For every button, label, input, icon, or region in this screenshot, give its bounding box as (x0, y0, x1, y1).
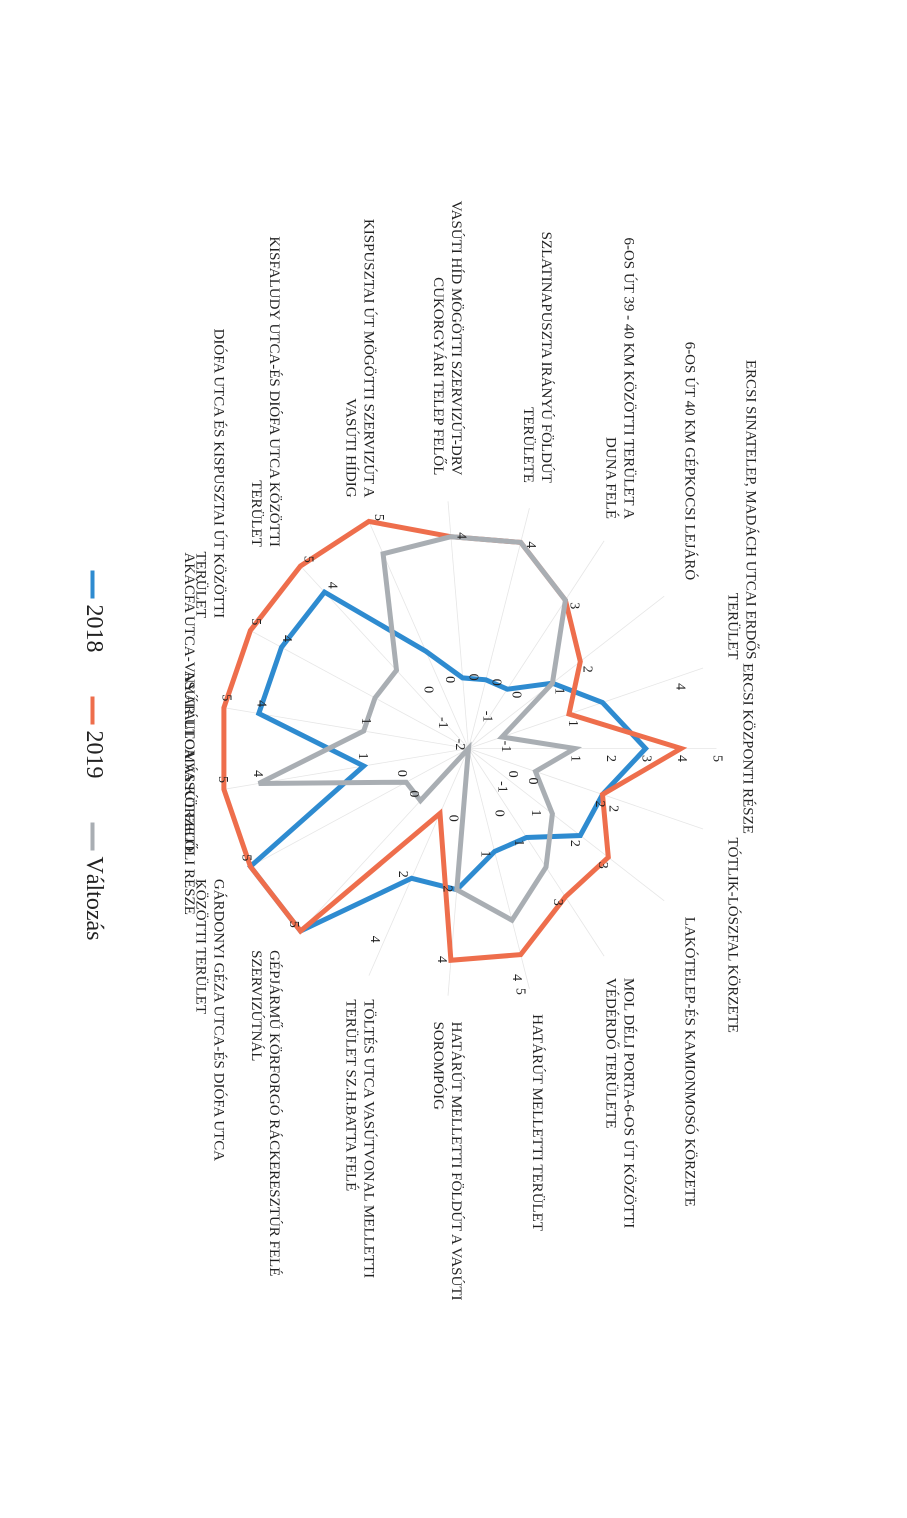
value-label-3-4: 1 (528, 810, 543, 817)
value-label-10-2: 4 (250, 770, 265, 777)
value-label-17-2: 0 (508, 691, 523, 698)
category-label-12: DIÓFA UTCA ÉS KISPUSZTAI ÚT KÖZÖTTITERÜL… (192, 329, 227, 619)
category-label-19: ERCSI SINATELEP, MADÁCH UTCAI ERDŐSTERÜL… (724, 360, 759, 660)
axis-spoke-17 (468, 540, 605, 749)
value-label-10-1: 5 (215, 776, 230, 783)
category-label-14: KISPUSZTAI ÚT MÖGÖTTI SZERVIZÚT AVASÚTI … (342, 219, 377, 498)
value-label-13-2: 4 (325, 582, 340, 589)
category-label-3: LAKÓTELEP-ÉS KAMIONMOSÓ KÖRZETE (681, 917, 698, 1207)
value-label-15-2: 0 (465, 674, 480, 681)
category-label-15: VASÚTI HÍD MÖGÖTTI SZERVIZÚT-DRVCUKORGYÁ… (429, 201, 464, 476)
value-label-6-2: 2 (440, 885, 455, 892)
value-label-9-1: 5 (238, 854, 253, 861)
value-label-7-3: -2 (452, 739, 467, 751)
category-label-4: MOL DÉLI PORTA-6-OS ÚT KÖZÖTTIVÉDÉRDŐ TE… (602, 978, 637, 1228)
value-label-19-1: 4 (672, 683, 687, 690)
axis-spoke-12 (250, 630, 469, 749)
value-label-14-2: 0 (442, 676, 457, 683)
value-label-3-1: 2 (567, 840, 582, 847)
value-label-9-2: 0 (394, 770, 409, 777)
category-label-6: HATÁRÚT MELLETTI FÖLDÚT A VASÚTISOROMPÓI… (429, 1022, 464, 1301)
value-label-4-2: 1 (511, 839, 526, 846)
value-label-5-2: 4 (509, 974, 524, 981)
value-label-1-2: 4 (674, 755, 689, 762)
value-label-12-2: 4 (279, 635, 294, 642)
value-label-1-3: 5 (709, 755, 724, 762)
value-label-12-3: -1 (435, 717, 450, 729)
category-label-17: 6-OS ÚT 39 - 40 KM KÖZÖTTI TERÜLET ADUNA… (602, 237, 637, 519)
value-label-19-2: 1 (565, 720, 580, 727)
value-label-16-3: -1 (480, 711, 495, 723)
value-label-4-3: 0 (492, 810, 507, 817)
category-label-11: AKÁCFA UTCA-VASÚTÁLLOMÁS KÖRZETE (181, 552, 198, 854)
category-label-13: KISFALUDY UTCA-ÉS DIÓFA UTCA KÖZÖTTITERÜ… (247, 236, 282, 547)
value-label-4-1: 3 (550, 899, 565, 906)
category-label-1: ERCSI KÖZPONTI RÉSZE (739, 663, 756, 834)
value-labels-layer: 3 4 521220023-1131054142042-2505054154154-… (215, 514, 724, 995)
axis-spoke-7 (368, 748, 469, 976)
legend-label-2018: 2018 (81, 605, 107, 653)
axis-spoke-18 (468, 595, 665, 749)
value-label-7-1: 4 (367, 936, 382, 943)
category-label-18: 6-OS ÚT 40 KM GÉPKOCSI LEJÁRÓ (681, 342, 698, 581)
value-label-19-3: -1 (498, 741, 513, 753)
value-label-2-4: 0 (505, 771, 520, 778)
value-label-16-1: 4 (523, 541, 538, 548)
value-label-14-1: 5 (371, 514, 386, 521)
category-label-10: NYÁR UTCA VASÚT FELŐLI RÉSZE (181, 672, 198, 915)
axis-spoke-15 (447, 501, 469, 749)
value-label-8-2: 0 (406, 790, 421, 797)
category-label-7: TÖLTÉS UTCA VASÚTVONAL MELLETTITERÜLET S… (342, 999, 377, 1278)
category-label-9: GÁRDONYI GÉZA UTCA-ÉS DIÓFA UTCAKÖZÖTTI … (192, 879, 227, 1161)
axis-spoke-2 (468, 748, 704, 830)
value-label-5-1: 5 (512, 988, 527, 995)
axis-spoke-16 (468, 508, 530, 749)
value-label-18-2: 1 (551, 688, 566, 695)
value-label-6-3: 0 (445, 815, 460, 822)
legend-label-2019: 2019 (81, 731, 107, 779)
axis-spoke-5 (468, 748, 530, 989)
value-label-13-1: 5 (301, 556, 316, 563)
category-label-5: HATÁRÚT MELLETTI TERÜLET (528, 1014, 545, 1231)
category-label-8: GÉPJÁRMŰ KÖRFORGÓ RÁCKERESZTÚR FELÉSZERV… (247, 950, 282, 1276)
axis-spoke-4 (468, 748, 605, 957)
value-label-1-5: 1 (568, 755, 583, 762)
value-label-7-2: 2 (395, 871, 410, 878)
category-label-2: TÓTLIK-LÓSZFAL KÖRZETE (724, 838, 741, 1033)
value-label-8-1: 5 (286, 921, 301, 928)
value-label-6-1: 4 (434, 956, 449, 963)
value-label-10-3: 1 (355, 753, 370, 760)
value-label-16-2: 0 (488, 679, 503, 686)
value-label-17-1: 3 (567, 602, 582, 609)
legend-label-valtozas: Változás (81, 857, 107, 941)
legend: 2018 2019 Változás (81, 570, 107, 941)
category-label-16: SZLATINAPUSZTA IRÁNYÚ FÖLDÚTTERÜLETE (519, 232, 554, 483)
value-label-12-1: 5 (248, 618, 263, 625)
value-label-13-3: 0 (421, 686, 436, 693)
value-label-3-3: -1 (494, 781, 509, 793)
value-label-2-1: 2 (592, 801, 607, 808)
series-line-valtozas (257, 534, 583, 924)
value-label-11-1: 5 (218, 694, 233, 701)
series-layer (221, 518, 688, 963)
value-label-2-2: 2 (605, 805, 620, 812)
value-label-15-1: 4 (454, 532, 469, 539)
value-label-2-3: 0 (525, 778, 540, 785)
value-label-1-4: 2 (603, 755, 618, 762)
value-label-18-1: 2 (579, 666, 594, 673)
value-label-11-2: 4 (253, 700, 268, 707)
axis-spoke-19 (468, 667, 704, 749)
axis-spoke-9 (250, 748, 469, 867)
category-labels-layer: ERCSI KÖZPONTI RÉSZE TÓTLIK-LÓSZFAL KÖRZE… (181, 201, 760, 1301)
series-line-2018 (246, 588, 650, 935)
axis-spoke-3 (468, 748, 665, 902)
value-label-11-3: 1 (358, 718, 373, 725)
value-label-1-1: 3 (638, 755, 653, 762)
value-label-5-3: 1 (478, 851, 493, 858)
value-label-3-2: 3 (595, 862, 610, 869)
